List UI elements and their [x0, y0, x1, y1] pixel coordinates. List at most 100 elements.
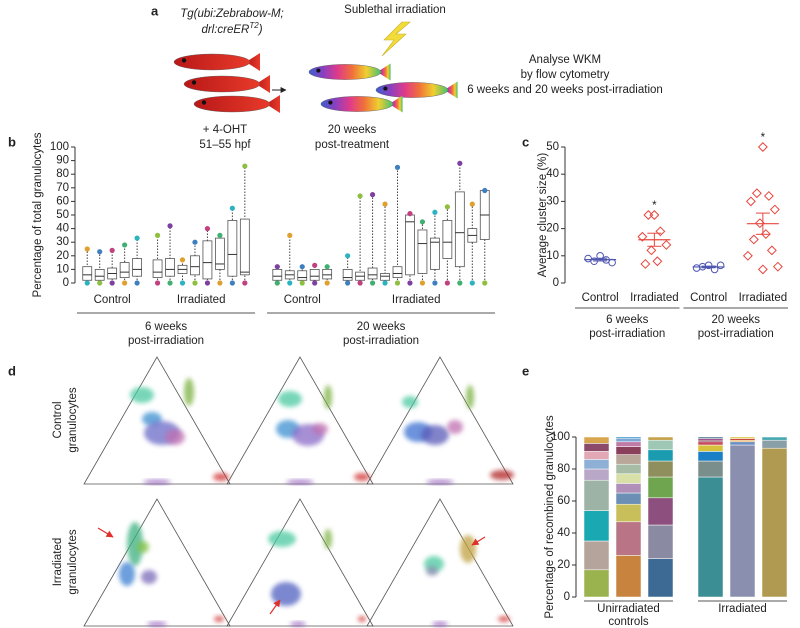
fish-body: [193, 95, 271, 113]
group-label: Control: [690, 292, 727, 304]
point: [394, 164, 401, 170]
point: [652, 256, 663, 267]
genotype-sup: T2: [249, 21, 259, 30]
cell-cloud: [268, 531, 296, 547]
point: [649, 210, 660, 220]
group-label: Control: [582, 292, 619, 304]
bar-segment: [615, 521, 642, 556]
bar-segment: [615, 441, 642, 447]
cell-cloud: [147, 622, 167, 626]
y-tick-label: 0: [564, 591, 570, 603]
point: [382, 280, 388, 286]
fish-tail: [444, 81, 458, 99]
y-tick-label: 0: [553, 277, 559, 289]
row-label: Irradiated: [52, 538, 64, 587]
y-tick-label: 20: [546, 223, 559, 235]
analysis-text: by flow cytometry: [521, 69, 610, 81]
bar-segment: [647, 476, 674, 499]
point: [444, 280, 450, 286]
bar-segment: [583, 436, 610, 444]
bar-segment: [697, 444, 724, 452]
point: [312, 262, 318, 268]
bar-segment: [615, 463, 642, 475]
box: [367, 267, 378, 280]
timepoint-label: post-irradiation: [343, 335, 419, 347]
bar-segment: [729, 441, 756, 446]
point: [608, 258, 616, 267]
cell-cloud: [498, 616, 510, 622]
point: [274, 280, 280, 286]
fish-eye: [316, 68, 321, 73]
y-tick-label: 20: [56, 250, 69, 262]
panel-label: c: [522, 134, 529, 149]
y-tick-label: 100: [551, 431, 570, 443]
point: [134, 235, 140, 241]
fish-tail: [246, 53, 260, 71]
point: [419, 280, 426, 286]
group-label: Control: [284, 294, 321, 306]
cell-cloud: [165, 429, 185, 445]
point: [655, 226, 666, 237]
cell-cloud: [354, 473, 370, 481]
box: [405, 214, 415, 276]
cell-cloud: [184, 378, 194, 406]
point: [345, 253, 351, 259]
point: [242, 280, 248, 286]
bar-segment: [697, 441, 724, 446]
wait-text: 20 weeks: [328, 124, 377, 136]
y-tick-label: 40: [546, 168, 559, 180]
bar-segment: [583, 468, 610, 481]
cell-cloud: [214, 616, 224, 622]
point: [766, 245, 777, 256]
point: [204, 280, 211, 286]
bar-segment: [647, 436, 674, 441]
cell-cloud: [358, 616, 366, 622]
ternary-frame: [83, 498, 231, 627]
bar-segment: [697, 451, 724, 462]
bar-segment: [761, 439, 788, 449]
cell-cloud: [421, 425, 449, 445]
box: [152, 259, 163, 278]
point: [287, 280, 293, 286]
point: [167, 223, 173, 229]
cell-cloud: [290, 622, 306, 626]
bar-segment: [615, 454, 642, 465]
y-tick-label: 20: [557, 559, 570, 571]
bar-segment: [761, 436, 788, 441]
y-axis-label: Percentage of recombined granulocytes: [544, 415, 556, 619]
cell-cloud: [426, 480, 454, 484]
box: [297, 270, 308, 281]
group-label: Unirradiated: [597, 603, 660, 615]
box: [454, 191, 465, 268]
point: [763, 191, 774, 201]
box: [190, 255, 200, 276]
point: [242, 163, 248, 169]
y-tick-label: 40: [56, 223, 69, 235]
point: [661, 239, 672, 250]
point: [640, 259, 651, 269]
point: [432, 280, 438, 286]
genotype-part: drl:creER: [201, 24, 249, 36]
point: [369, 192, 376, 198]
fish-tail: [256, 75, 270, 93]
point: [751, 188, 762, 199]
significance-mark: *: [652, 200, 657, 212]
highlight-arrow: [471, 536, 486, 546]
point: [432, 209, 438, 215]
point: [84, 280, 90, 286]
point: [154, 280, 161, 286]
point: [394, 280, 401, 286]
point: [299, 280, 305, 286]
y-tick-label: 70: [56, 182, 69, 194]
row-label: granulocytes: [67, 387, 79, 452]
timepoint-label: 20 weeks: [711, 314, 760, 326]
point: [134, 280, 140, 286]
bar-segment: [583, 479, 610, 511]
point: [482, 187, 488, 194]
group-label: Irradiated: [177, 294, 226, 306]
group-label: controls: [608, 616, 649, 628]
point: [419, 219, 426, 225]
timepoint-label: 6 weeks: [145, 321, 187, 333]
box: [215, 237, 225, 270]
point: [274, 264, 280, 270]
